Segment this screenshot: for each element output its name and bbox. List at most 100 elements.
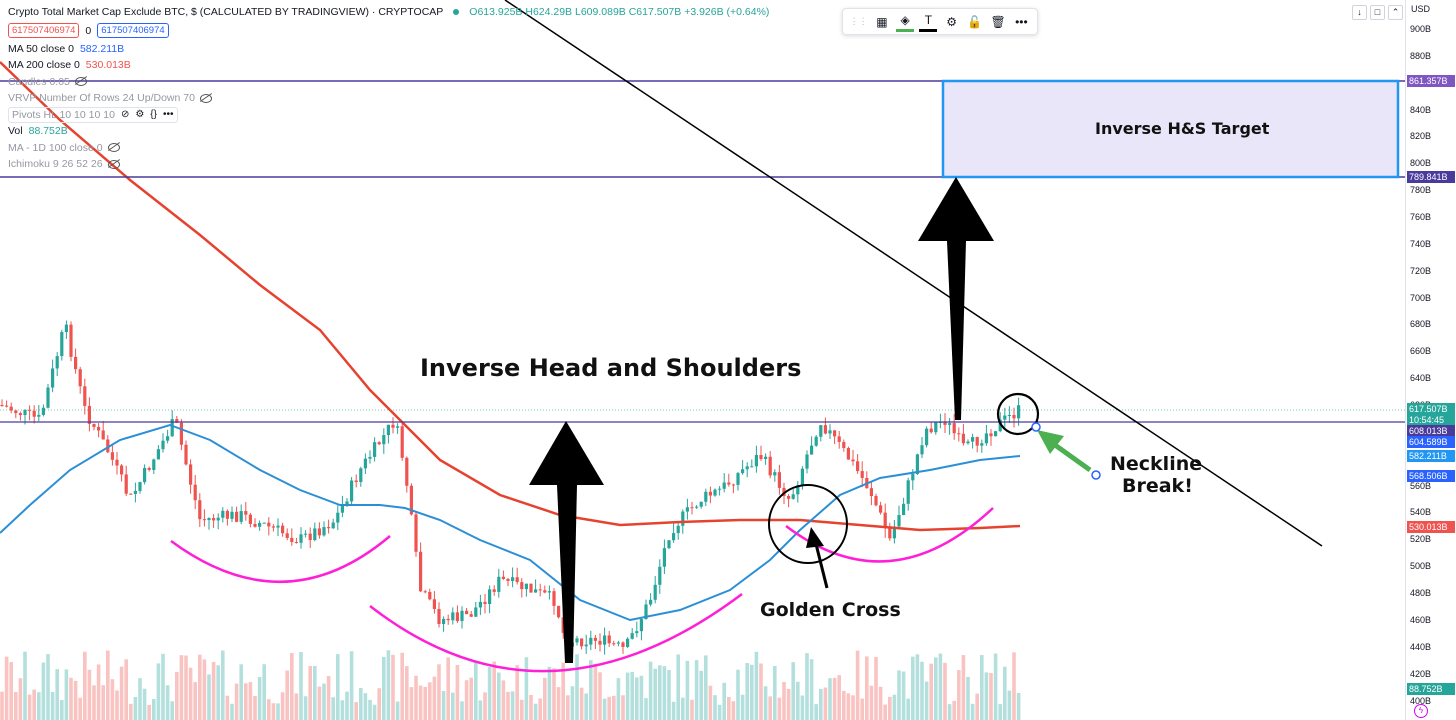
- axis-tick: 700B: [1410, 292, 1432, 303]
- trendline-handle[interactable]: [1091, 470, 1101, 480]
- fill-color-icon[interactable]: ◈: [896, 11, 915, 32]
- volume-bar: [625, 672, 630, 720]
- candle-body: [828, 430, 832, 434]
- candle-body: [580, 638, 584, 647]
- volume-bar: [819, 688, 823, 720]
- volume-bar: [464, 680, 469, 720]
- volume-bar: [73, 680, 78, 720]
- candle-body: [207, 518, 211, 521]
- symbol-title[interactable]: Crypto Total Market Cap Exclude BTC, $ (…: [8, 6, 444, 19]
- volume-bar: [722, 682, 726, 720]
- candle-body: [635, 631, 639, 634]
- candle-body: [644, 604, 648, 620]
- neckline-handle[interactable]: [1031, 422, 1041, 432]
- volume-bar: [359, 688, 363, 720]
- lock-icon[interactable]: 🔓: [967, 14, 983, 29]
- candle-body: [64, 324, 68, 333]
- pivots-indicator-bar[interactable]: Pivots HL 10 10 10 10 ⊘ ⚙ {} •••: [8, 106, 178, 123]
- candle-body: [639, 619, 643, 632]
- volume-bar: [621, 695, 625, 720]
- candle-body: [69, 324, 73, 357]
- volume-bar: [575, 654, 579, 720]
- candle-body: [258, 522, 262, 527]
- template-icon[interactable]: ▦: [876, 14, 888, 29]
- delete-icon[interactable]: 🗑: [990, 14, 1006, 29]
- spread-value: 0: [85, 24, 92, 37]
- volume-bar: [745, 663, 749, 720]
- eye-off-icon[interactable]: [107, 143, 120, 153]
- candle-body: [759, 455, 763, 459]
- candle-body: [731, 484, 735, 486]
- volume-bar: [667, 669, 671, 720]
- indicator-value: 530.013B: [85, 59, 131, 72]
- volume-bar: [156, 663, 161, 720]
- maximize-icon[interactable]: □: [1370, 5, 1385, 20]
- sell-button[interactable]: 617507406974: [8, 23, 80, 38]
- indicator-row[interactable]: Vol 88.752B: [8, 123, 769, 140]
- indicator-row[interactable]: Candles 0.05: [8, 74, 769, 91]
- volume-bar: [193, 682, 197, 720]
- price-chart[interactable]: [0, 0, 1405, 720]
- volume-bar: [248, 682, 253, 720]
- move-down-icon[interactable]: ↓: [1352, 5, 1367, 20]
- candle-body: [598, 640, 602, 645]
- collapse-icon[interactable]: ⌃: [1388, 5, 1403, 20]
- eye-off-icon[interactable]: [199, 93, 212, 103]
- volume-bar: [584, 693, 588, 720]
- volume-bar: [786, 688, 791, 720]
- price-axis[interactable]: USD 900B880B860B840B820B800B780B760B740B…: [1405, 0, 1456, 720]
- more-icon[interactable]: •••: [162, 109, 174, 121]
- volume-bar: [773, 666, 777, 720]
- eye-off-icon[interactable]: [74, 77, 87, 87]
- candle-body: [511, 577, 515, 581]
- volume-bar: [1016, 693, 1021, 720]
- volume-bar: [437, 664, 441, 720]
- volume-bar: [681, 697, 685, 720]
- candle-body: [354, 480, 358, 483]
- eye-off-icon[interactable]: [107, 159, 120, 169]
- settings-icon[interactable]: ⚙: [135, 109, 145, 121]
- lightning-icon[interactable]: ϟ: [1414, 704, 1428, 718]
- volume-bar: [354, 702, 358, 720]
- candle-body: [626, 638, 630, 647]
- currency-label[interactable]: USD: [1411, 4, 1431, 14]
- indicator-row[interactable]: MA 50 close 0 582.211B: [8, 41, 769, 58]
- candle-body: [322, 527, 326, 536]
- volume-bar: [676, 654, 680, 720]
- volume-bar: [980, 655, 984, 720]
- candle-body: [465, 610, 469, 615]
- candle-body: [386, 424, 390, 436]
- candle-body: [754, 455, 758, 467]
- indicator-row[interactable]: MA - 1D 100 close 0: [8, 140, 769, 157]
- volume-bar: [313, 666, 317, 720]
- candle-body: [9, 406, 13, 411]
- axis-tick: 840B: [1410, 104, 1432, 115]
- drag-handle-icon[interactable]: ⋮⋮: [849, 16, 868, 26]
- more-icon[interactable]: •••: [1015, 14, 1028, 29]
- candle-body: [722, 482, 726, 489]
- volume-bar: [694, 660, 699, 720]
- volume-bar: [198, 654, 202, 720]
- candle-body: [727, 482, 731, 485]
- neckline-break-arrowhead: [1037, 430, 1064, 454]
- volume-bar: [138, 678, 142, 720]
- volume-bar: [915, 654, 920, 720]
- source-code-icon[interactable]: {}: [150, 109, 157, 121]
- candle-body: [975, 437, 979, 446]
- volume-bar: [230, 703, 234, 720]
- text-color-icon[interactable]: T: [919, 11, 938, 32]
- candle-body: [235, 511, 239, 522]
- candle-body: [115, 459, 119, 466]
- volume-bar: [285, 670, 289, 720]
- settings-icon[interactable]: ⚙: [946, 14, 957, 29]
- indicator-row[interactable]: VRVP Number Of Rows 24 Up/Down 70: [8, 90, 769, 107]
- eye-off-icon[interactable]: ⊘: [120, 109, 130, 121]
- indicator-row[interactable]: Pivots HL 10 10 10 10 ⊘ ⚙ {} •••: [8, 106, 769, 124]
- indicator-row[interactable]: MA 200 close 0 530.013B: [8, 57, 769, 74]
- indicator-row[interactable]: Ichimoku 9 26 52 26: [8, 156, 769, 173]
- candle-body: [584, 644, 588, 647]
- candle-body: [1017, 405, 1021, 419]
- axis-tick: 400B: [1410, 695, 1432, 706]
- candle-body: [506, 578, 510, 581]
- buy-button[interactable]: 617507406974: [97, 23, 169, 38]
